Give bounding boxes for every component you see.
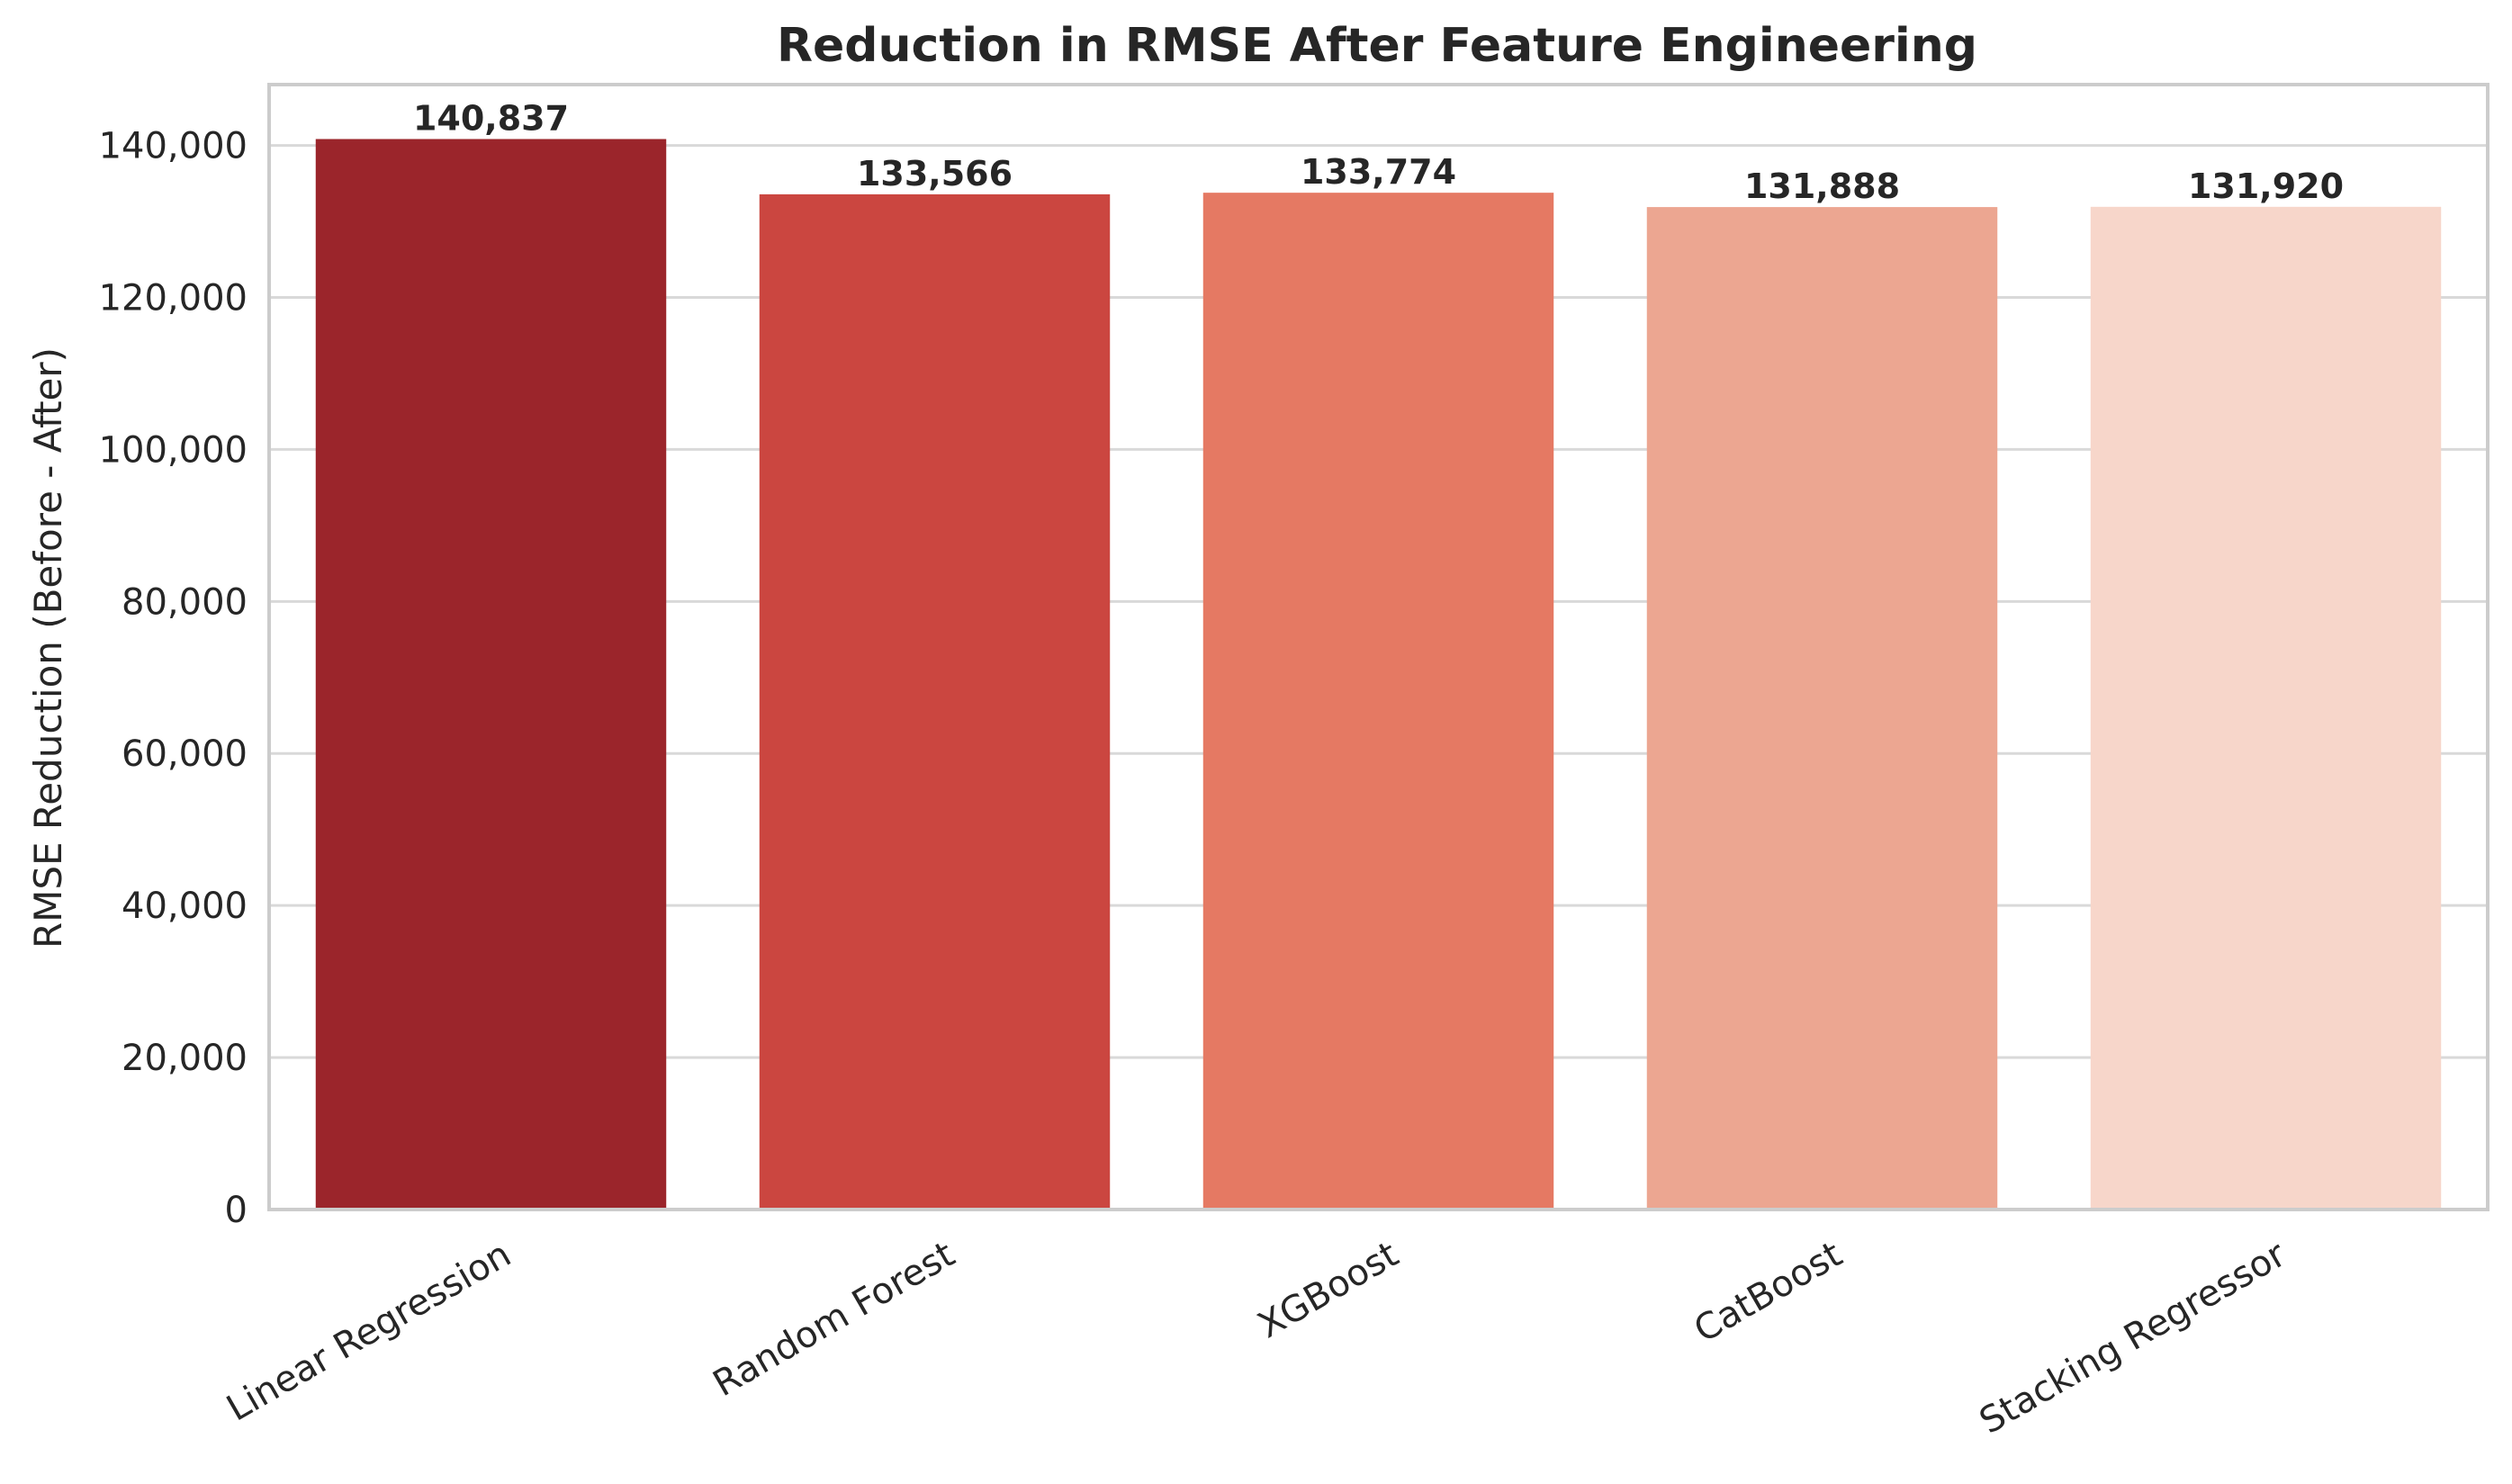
x-tick-label: Stacking Regressor [1973, 1234, 2293, 1443]
bar-value-label: 140,837 [413, 98, 569, 138]
chart-title: Reduction in RMSE After Feature Engineer… [777, 19, 1977, 73]
bar [1646, 207, 1998, 1210]
y-tick-label: 0 [225, 1190, 248, 1231]
x-tick-label: CatBoost [1688, 1234, 1850, 1351]
bar-value-label: 131,920 [2188, 166, 2344, 206]
bar [2090, 206, 2442, 1210]
x-tick-layer: Linear Regression Random Forest XGBoost Cat… [220, 1234, 2293, 1443]
bars-layer [315, 139, 2442, 1210]
bar-value-label: 133,774 [1301, 152, 1456, 192]
y-tick-label: 140,000 [99, 126, 248, 167]
y-tick-layer: 0 20,000 40,000 60,000 80,000 100,000 120,000 1… [99, 126, 248, 1231]
y-tick-label: 100,000 [99, 429, 248, 471]
bar [759, 193, 1111, 1210]
y-tick-label: 80,000 [122, 581, 248, 623]
y-tick-label: 20,000 [122, 1038, 248, 1079]
x-tick-label: XGBoost [1251, 1234, 1405, 1346]
x-tick-label: Random Forest [707, 1234, 962, 1405]
bar-value-label: 131,888 [1744, 166, 1900, 206]
bar [315, 139, 667, 1210]
bar [1202, 193, 1554, 1210]
y-axis-label: RMSE Reduction (Before - After) [26, 347, 70, 949]
y-tick-label: 120,000 [99, 277, 248, 319]
plot-frame [267, 83, 2489, 1211]
data-labels-layer: 140,837 133,566 133,774 131,888 131,920 [413, 98, 2344, 206]
y-tick-label: 40,000 [122, 886, 248, 927]
y-tick-label: 60,000 [122, 733, 248, 775]
bar-value-label: 133,566 [857, 154, 1013, 193]
x-tick-label: Linear Regression [220, 1234, 518, 1430]
